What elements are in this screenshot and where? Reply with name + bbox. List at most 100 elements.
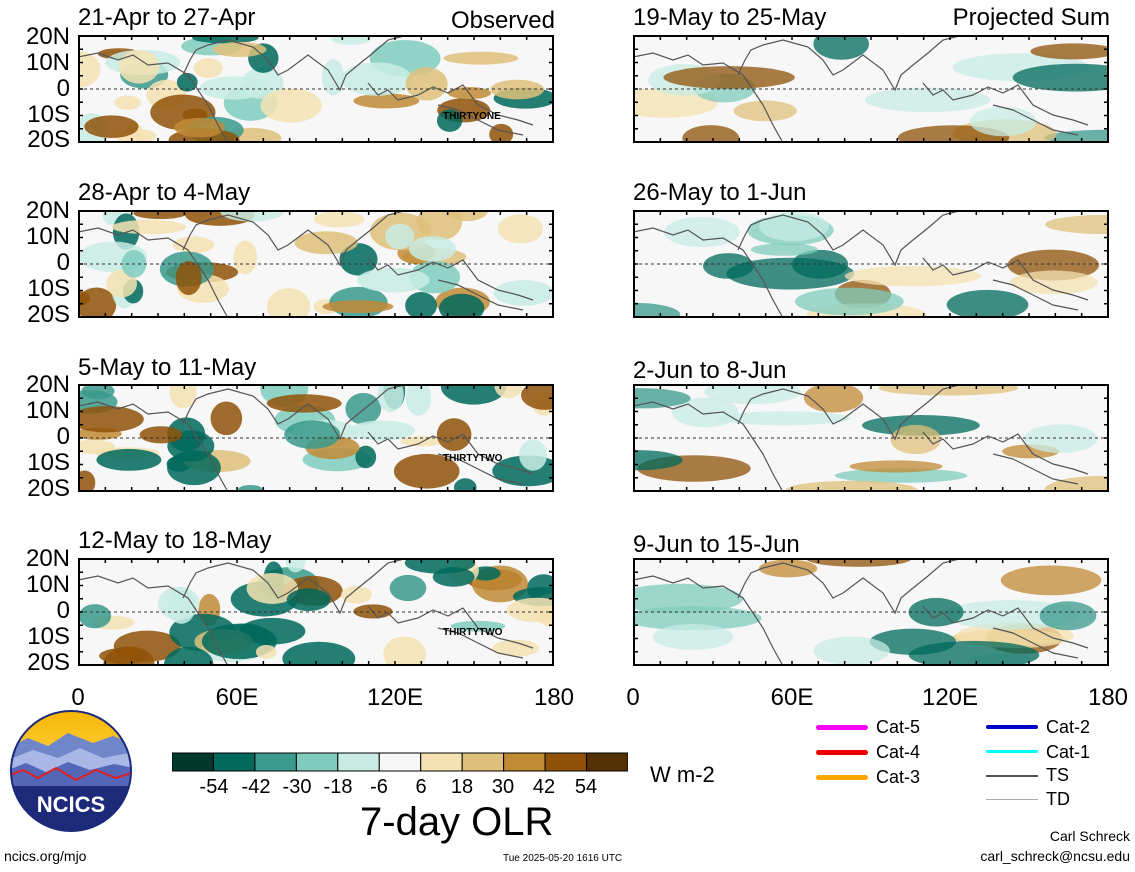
legend-line-cat5 (816, 725, 868, 730)
x-tick: 60E (770, 684, 814, 711)
legend-label: Cat-3 (876, 767, 921, 787)
olr-anomaly-blob (78, 287, 117, 318)
y-tick: 10S (27, 623, 70, 650)
panel-title: 5-May to 11-May (78, 354, 257, 381)
logo-text: NCICS (37, 792, 105, 817)
olr-anomaly-blob (405, 292, 438, 318)
colorbar-tick: 42 (532, 776, 556, 798)
coastline (633, 52, 784, 143)
coastline (737, 210, 964, 267)
colorbar-tick: 18 (450, 776, 474, 798)
legend-line-cat4 (816, 750, 868, 755)
colorbar-swatch (378, 752, 422, 772)
coastline (922, 82, 1089, 126)
olr-anomaly-blob (404, 558, 476, 574)
olr-anomaly-blob (445, 210, 488, 222)
olr-anomaly-blob (405, 67, 448, 101)
olr-anomaly-blob (133, 210, 188, 220)
y-tick: 20S (27, 126, 70, 153)
coastline (437, 104, 524, 136)
olr-anomaly-blob (233, 240, 257, 275)
olr-anomaly-blob (1012, 63, 1109, 92)
olr-anomaly-blob (111, 219, 186, 235)
y-tick: 0 (56, 597, 70, 624)
olr-anomaly-blob (341, 62, 413, 96)
coastline (367, 82, 534, 126)
olr-anomaly-blob (750, 243, 818, 256)
olr-map-panel (633, 558, 1109, 666)
olr-anomaly-blob (454, 478, 477, 492)
y-tick: 20S (27, 475, 70, 502)
coastline (633, 575, 784, 666)
olr-anomaly-blob (78, 604, 112, 629)
y-tick: 10N (25, 397, 70, 424)
coastline (367, 431, 534, 475)
olr-anomaly-blob (286, 588, 331, 612)
legend-line-cat2 (986, 725, 1038, 729)
y-tick: 10S (27, 449, 70, 476)
olr-anomaly-blob (733, 100, 797, 122)
colorbar-swatch (420, 752, 463, 772)
olr-anomaly-blob (408, 236, 457, 262)
olr-anomaly-blob (255, 645, 277, 659)
olr-anomaly-blob (393, 453, 460, 489)
olr-anomaly-blob (946, 289, 1029, 318)
colorbar-tick: -18 (323, 776, 353, 798)
olr-anomaly-blob (969, 106, 1037, 137)
legend-label: Cat-2 (1046, 717, 1091, 737)
colorbar-swatch (254, 752, 297, 772)
coastline (633, 227, 784, 318)
panel-title: 28-Apr to 4-May (78, 179, 251, 206)
olr-anomaly-blob (704, 384, 801, 405)
olr-anomaly-blob (377, 384, 404, 413)
olr-anomaly-blob (443, 51, 519, 65)
coastline (182, 384, 409, 441)
olr-anomaly-blob (844, 265, 981, 287)
coastline (737, 35, 964, 92)
olr-anomaly-blob (506, 597, 554, 623)
coastline (367, 605, 534, 649)
panel-title: 26-May to 1-Jun (633, 179, 807, 206)
author-name: Carl Schreck (1049, 828, 1130, 844)
olr-map-panel (78, 384, 554, 492)
y-tick: 10N (25, 49, 70, 76)
olr-anomaly-blob (436, 418, 472, 451)
coastline (367, 257, 534, 301)
olr-anomaly-blob (118, 49, 160, 84)
coastline (437, 627, 524, 659)
storm-label: THIRTYTWO (443, 627, 503, 638)
coastline (922, 605, 1089, 649)
olr-anomaly-blob (84, 115, 139, 138)
olr-anomaly-blob (497, 214, 544, 244)
olr-anomaly-blob (493, 280, 554, 306)
legend-label: Cat-1 (1046, 742, 1091, 762)
olr-anomaly-blob (266, 288, 311, 318)
legend-label: Cat-5 (876, 717, 921, 737)
coastline (78, 575, 229, 666)
olr-anomaly-blob (633, 87, 718, 118)
timestamp: Tue 2025-05-20 1616 UTC (503, 853, 623, 864)
olr-map-panel (633, 210, 1109, 318)
olr-anomaly-blob (175, 261, 202, 296)
olr-anomaly-blob (220, 210, 284, 222)
olr-anomaly-blob (908, 640, 1040, 666)
x-tick: 60E (215, 684, 259, 711)
x-tick: 180 (1087, 684, 1129, 711)
olr-anomaly-blob (322, 300, 394, 313)
olr-anomaly-blob (494, 384, 523, 399)
olr-anomaly-blob (633, 583, 744, 614)
olr-anomaly-blob (78, 51, 101, 88)
olr-anomaly-blob (490, 79, 545, 100)
olr-anomaly-blob (1024, 424, 1098, 453)
olr-anomaly-blob (285, 558, 306, 573)
panel-title: 21-Apr to 27-Apr (78, 4, 256, 31)
legend-label: TD (1046, 789, 1070, 809)
olr-anomaly-blob (294, 231, 358, 255)
legend-line-ts (986, 775, 1038, 777)
panel-title: 2-Jun to 8-Jun (633, 357, 787, 384)
olr-anomaly-blob (96, 448, 162, 471)
colorbar-tick: -42 (241, 776, 271, 798)
olr-anomaly-blob (164, 646, 214, 666)
olr-anomaly-blob (176, 73, 198, 92)
colorbar (172, 752, 628, 772)
